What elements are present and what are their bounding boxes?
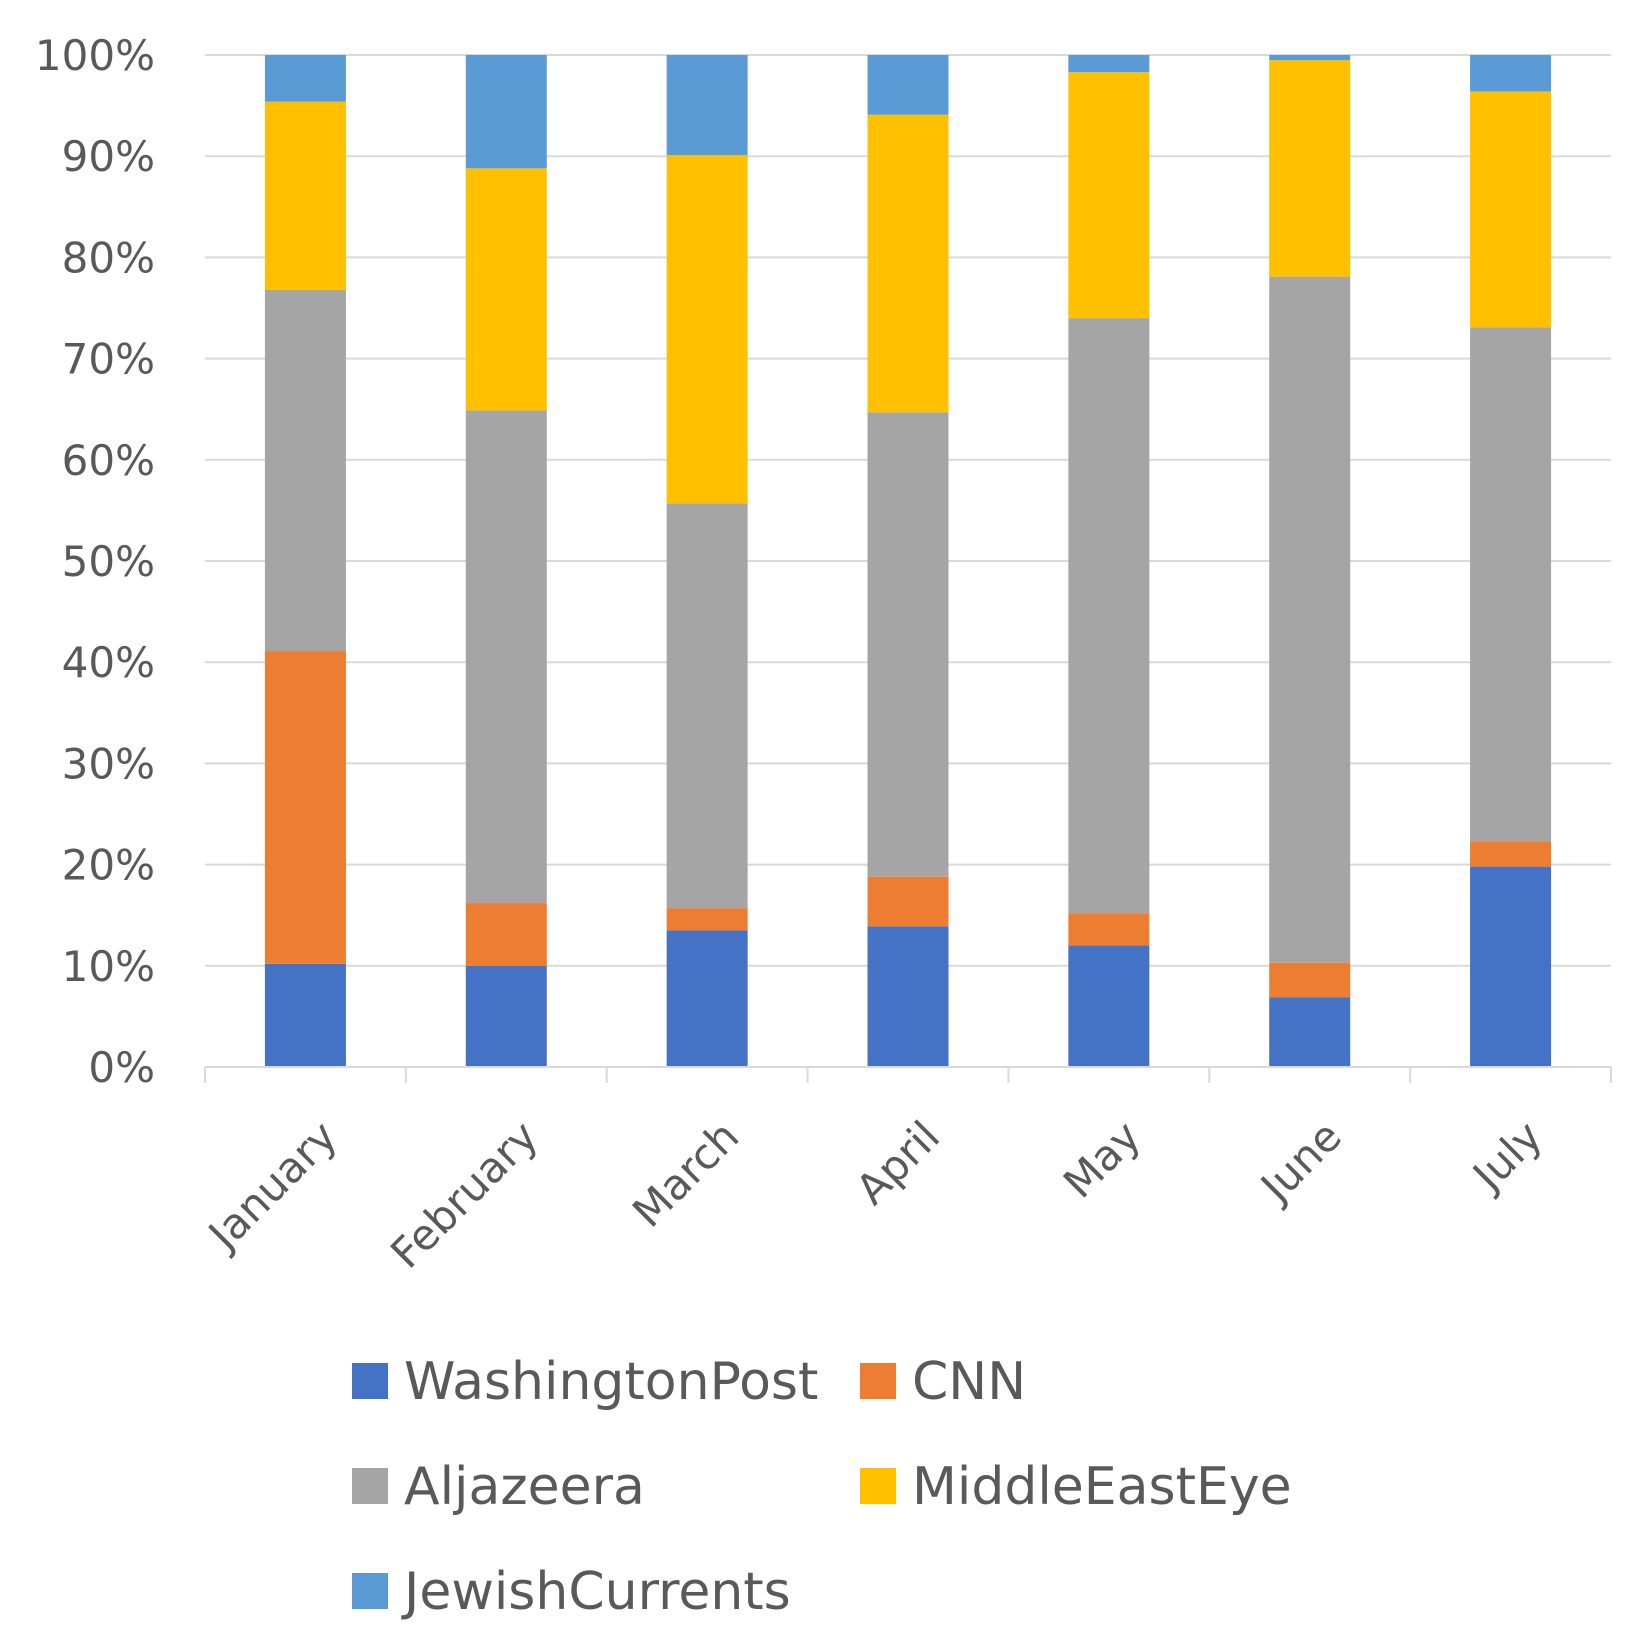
bar-segment-washingtonpost-april <box>867 926 949 1067</box>
legend-swatch-washingtonpost <box>352 1363 388 1399</box>
bar-segment-aljazeera-july <box>1470 327 1552 842</box>
bar-segment-cnn-june <box>1269 962 1351 998</box>
bar-segment-washingtonpost-july <box>1470 866 1552 1067</box>
bar-segment-jewishcurrents-may <box>1068 55 1150 73</box>
y-tick-label: 0% <box>88 1043 155 1092</box>
bar-segment-jewishcurrents-april <box>867 55 949 115</box>
y-tick-label: 10% <box>62 942 155 991</box>
legend-swatch-cnn <box>860 1363 896 1399</box>
bar-segment-washingtonpost-june <box>1269 997 1351 1067</box>
legend-label-aljazeera: Aljazeera <box>404 1457 645 1517</box>
y-tick-label: 40% <box>62 638 155 687</box>
y-tick-label: 60% <box>62 436 155 485</box>
y-tick-label: 90% <box>62 132 155 181</box>
legend-swatch-middleeasteye <box>860 1468 896 1504</box>
legend-swatch-aljazeera <box>352 1468 388 1504</box>
x-tick-label: July <box>1462 1111 1552 1201</box>
bar-segment-washingtonpost-may <box>1068 945 1150 1067</box>
legend-label-middleeasteye: MiddleEastEye <box>912 1457 1292 1517</box>
bar-segment-jewishcurrents-june <box>1269 55 1351 61</box>
x-tick-label: April <box>847 1111 950 1214</box>
x-tick-label: March <box>623 1111 748 1236</box>
bar-segment-middleeasteye-june <box>1269 60 1351 277</box>
y-tick-label: 70% <box>62 335 155 384</box>
y-tick-label: 100% <box>35 31 155 80</box>
bar-segment-aljazeera-may <box>1068 318 1150 914</box>
x-axis-tick-labels: January February March April May June July <box>197 1111 1552 1277</box>
bar-segment-cnn-may <box>1068 913 1150 946</box>
bar-segment-aljazeera-april <box>867 412 949 877</box>
bar-segment-cnn-july <box>1470 841 1552 867</box>
bar-segment-cnn-march <box>666 908 748 931</box>
x-tick-label: February <box>381 1111 547 1277</box>
bar-segment-jewishcurrents-march <box>666 55 748 156</box>
bar-segment-cnn-april <box>867 876 949 927</box>
bar-segment-jewishcurrents-july <box>1470 55 1552 92</box>
bar-segment-jewishcurrents-january <box>264 55 346 102</box>
bar-segment-aljazeera-january <box>264 289 346 652</box>
y-tick-label: 80% <box>62 233 155 282</box>
bar-segment-jewishcurrents-february <box>465 55 547 169</box>
legend: WashingtonPost CNN Aljazeera MiddleEastEye J… <box>352 1352 1292 1622</box>
bar-segment-middleeasteye-may <box>1068 72 1150 319</box>
y-tick-label: 50% <box>62 537 155 586</box>
bar-segment-middleeasteye-april <box>867 114 949 413</box>
bar-segment-cnn-february <box>465 903 547 966</box>
x-tick-label: June <box>1249 1111 1350 1212</box>
legend-swatch-jewishcurrents <box>352 1573 388 1609</box>
bar-segment-middleeasteye-march <box>666 155 748 504</box>
legend-label-washingtonpost: WashingtonPost <box>404 1352 818 1412</box>
x-tick-label: May <box>1054 1111 1150 1207</box>
y-tick-label: 20% <box>62 841 155 890</box>
x-tick-label: January <box>197 1111 346 1260</box>
bar-segment-middleeasteye-february <box>465 168 547 411</box>
bar-segment-aljazeera-february <box>465 410 547 904</box>
bar-segment-washingtonpost-january <box>264 963 346 1067</box>
bar-segment-washingtonpost-march <box>666 930 748 1067</box>
bar-segment-aljazeera-june <box>1269 276 1351 963</box>
legend-label-cnn: CNN <box>912 1352 1026 1412</box>
bar-stacks <box>264 55 1552 1067</box>
bar-segment-middleeasteye-january <box>264 101 346 290</box>
y-tick-label: 30% <box>62 739 155 788</box>
bar-segment-middleeasteye-july <box>1470 91 1552 328</box>
bar-segment-washingtonpost-february <box>465 965 547 1067</box>
legend-label-jewishcurrents: JewishCurrents <box>401 1562 791 1622</box>
bar-segment-aljazeera-march <box>666 503 748 909</box>
bar-segment-cnn-january <box>264 651 346 964</box>
y-axis-tick-labels: 0% 10% 20% 30% 40% 50% 60% 70% 80% 90% 100% <box>35 31 155 1092</box>
axes <box>204 1066 1612 1083</box>
